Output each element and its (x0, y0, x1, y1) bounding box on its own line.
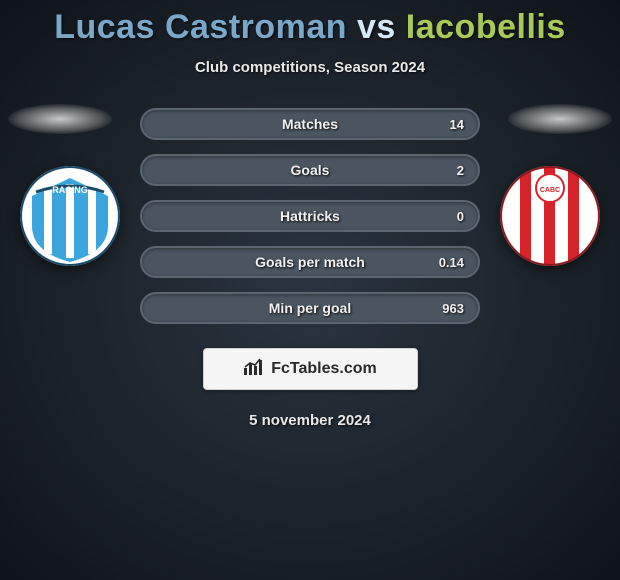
stat-row: Goals 2 (140, 154, 480, 186)
stat-label: Goals per match (255, 254, 365, 270)
stat-label: Hattricks (280, 208, 340, 224)
player1-name: Lucas Castroman (54, 8, 347, 46)
team-badge-left: RACING (20, 166, 120, 266)
stat-label: Min per goal (269, 300, 351, 316)
stat-label: Matches (282, 116, 338, 132)
svg-text:CABC: CABC (540, 187, 560, 194)
stat-label: Goals (291, 162, 330, 178)
stat-value-right: 2 (457, 163, 464, 178)
stat-row: Goals per match 0.14 (140, 246, 480, 278)
watermark: FcTables.com (203, 348, 418, 390)
shadow-right (508, 104, 612, 134)
stats-list: Matches 14 Goals 2 Hattricks 0 Goals per match… (140, 108, 480, 324)
svg-text:RACING: RACING (52, 185, 88, 195)
vs-text: vs (357, 8, 396, 46)
stat-value-right: 963 (442, 301, 464, 316)
watermark-text: FcTables.com (271, 360, 377, 378)
stat-row: Min per goal 963 (140, 292, 480, 324)
stats-section: RACING CABC Matches 14 Goals 2 Hattricks 0 Goa… (0, 108, 620, 324)
stat-row: Matches 14 (140, 108, 480, 140)
subtitle: Club competitions, Season 2024 (0, 59, 620, 76)
chart-icon (243, 358, 265, 381)
date-text: 5 november 2024 (0, 412, 620, 429)
shadow-left (8, 104, 112, 134)
stat-value-right: 0.14 (439, 255, 464, 270)
player2-name: Iacobellis (406, 8, 566, 46)
stat-value-right: 0 (457, 209, 464, 224)
team-badge-right: CABC (500, 166, 600, 266)
stat-value-right: 14 (450, 117, 464, 132)
comparison-title: Lucas Castroman vs Iacobellis (0, 0, 620, 47)
stat-row: Hattricks 0 (140, 200, 480, 232)
